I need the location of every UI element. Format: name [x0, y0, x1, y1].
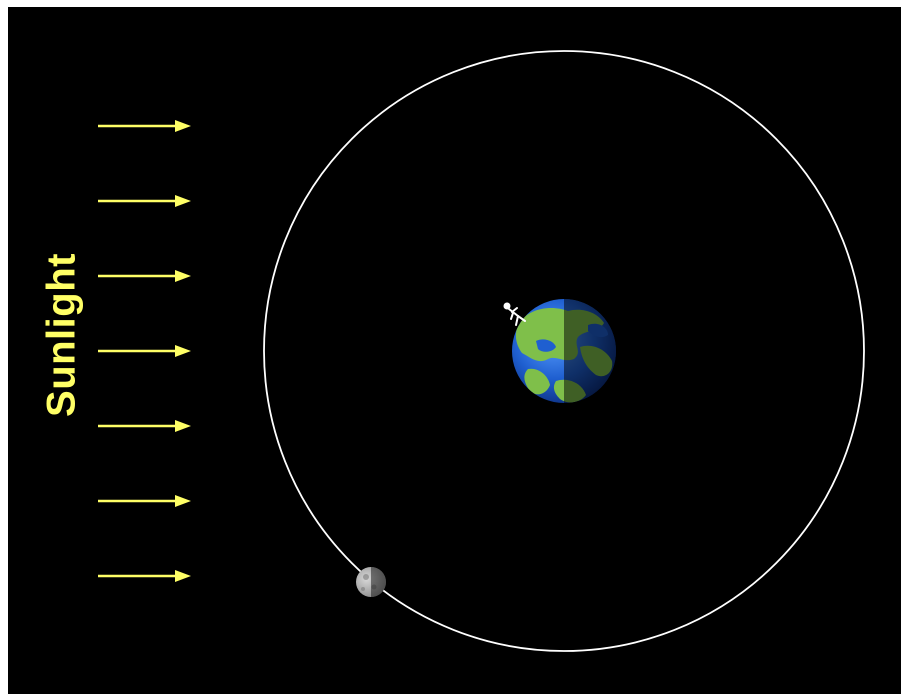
moon-phase-diagram: Sunlight [8, 7, 901, 694]
moon [356, 567, 386, 597]
sunlight-arrowhead [175, 120, 191, 132]
moon-night-side [371, 567, 386, 597]
sunlight-label: Sunlight [39, 253, 84, 417]
sunlight-arrows [98, 120, 191, 582]
sunlight-arrowhead [175, 270, 191, 282]
sunlight-arrowhead [175, 420, 191, 432]
earth [512, 299, 616, 403]
diagram-canvas [98, 50, 865, 652]
sunlight-arrowhead [175, 345, 191, 357]
earth-night-side [564, 299, 616, 403]
sunlight-arrowhead [175, 570, 191, 582]
sunlight-arrowhead [175, 195, 191, 207]
stick-figure-icon [503, 302, 526, 326]
moon-orbit [263, 50, 865, 652]
sunlight-arrowhead [175, 495, 191, 507]
